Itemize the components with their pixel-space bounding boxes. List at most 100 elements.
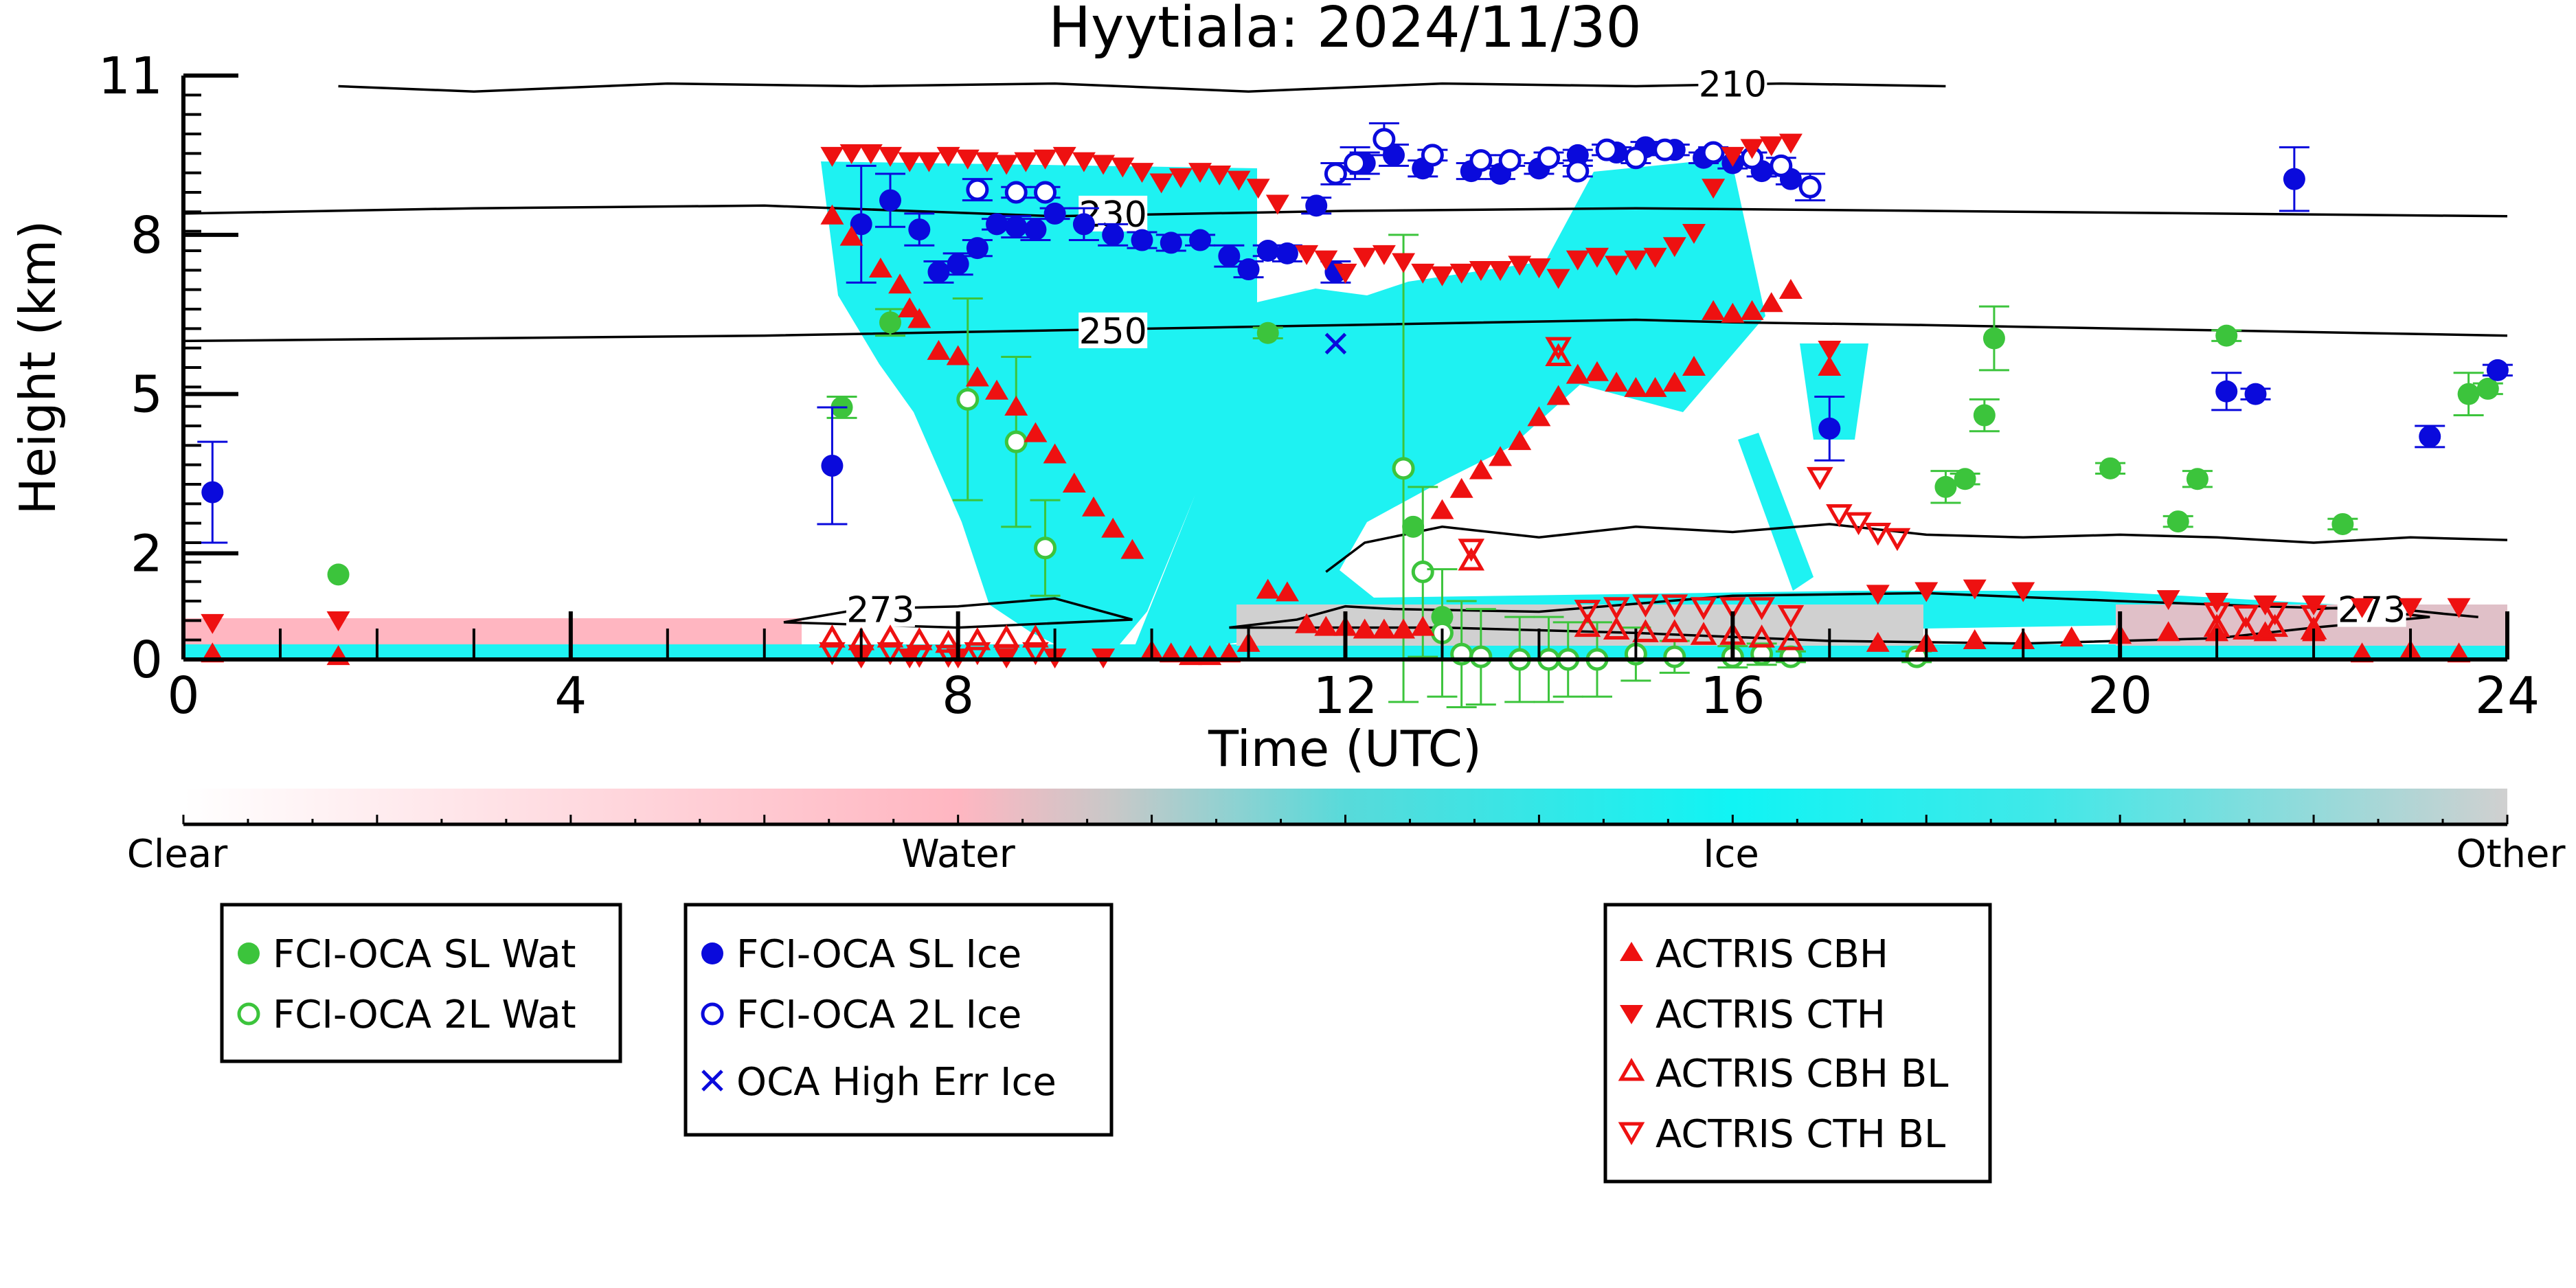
point-actris-cth: [878, 146, 902, 167]
point-actris-cbh: [927, 339, 951, 360]
point-actris-cth: [917, 152, 941, 172]
point-fci-oca-sl-ice: [1256, 240, 1279, 262]
point-actris-cbh: [1372, 618, 1396, 639]
point-fci-oca-sl-ice: [2486, 359, 2509, 381]
point-actris-cbh-bl: [1574, 613, 1601, 637]
point-actris-cbh: [907, 308, 931, 328]
point-actris-cth: [1411, 263, 1435, 284]
point-actris-cbh: [1004, 395, 1028, 416]
contour-label-bg: [1698, 65, 1767, 102]
point-actris-cth: [1052, 146, 1076, 167]
point-fci-oca-sl-wat: [1256, 321, 1279, 344]
point-fci-oca-sl-wat: [1954, 468, 1976, 490]
contour-label-bg: [846, 591, 915, 627]
point-oca-high-err-ice: [1324, 332, 1347, 354]
x-tick-label: 0: [167, 666, 199, 725]
point-actris-cth: [1585, 247, 1609, 268]
point-actris-cth: [2156, 590, 2180, 611]
point-actris-cbh: [2156, 621, 2180, 642]
point-actris-cth: [1392, 253, 1416, 273]
point-actris-cbh: [1062, 473, 1086, 493]
point-actris-cbh: [1566, 363, 1590, 384]
point-actris-cbh: [1740, 300, 1764, 320]
point-actris-cbh: [1759, 292, 1783, 313]
point-actris-cth-bl: [1748, 597, 1775, 620]
point-actris-cth-bl: [877, 642, 904, 666]
point-actris-cth: [1246, 179, 1270, 199]
point-fci-oca-2l-wat: [1034, 536, 1057, 560]
point-actris-cbh: [1585, 361, 1609, 381]
x-tick-label: 16: [1700, 666, 1765, 725]
x-tick-label: 4: [554, 666, 587, 725]
x-tick-label: 24: [2475, 666, 2540, 725]
legend-ice-box: [683, 903, 1114, 1137]
point-fci-oca-sl-wat: [1982, 327, 2005, 350]
point-fci-oca-sl-ice: [1818, 417, 1841, 440]
point-fci-oca-2l-ice: [966, 178, 989, 201]
point-fci-oca-sl-ice: [1566, 144, 1589, 166]
point-actris-cbh: [1256, 578, 1280, 599]
point-actris-cth: [1662, 237, 1686, 258]
point-fci-oca-sl-ice: [927, 260, 950, 283]
point-actris-cbh: [985, 379, 1009, 400]
point-fci-oca-sl-wat: [2167, 510, 2189, 533]
temperature-contour: [183, 204, 2508, 218]
point-actris-cbh-bl: [935, 629, 962, 653]
legend-marker-sl-wat: [238, 942, 260, 964]
point-actris-cth: [1866, 585, 1890, 605]
legend-label-sl-wat: FCI-OCA SL Wat: [273, 932, 576, 977]
point-actris-cth-bl: [1806, 466, 1833, 490]
point-fci-oca-sl-ice: [2215, 380, 2238, 403]
point-actris-cbh-bl: [993, 624, 1020, 648]
point-actris-cth: [1449, 263, 1473, 284]
point-actris-cth-bl: [1574, 600, 1601, 623]
point-actris-cbh: [1469, 459, 1493, 479]
point-actris-cbh: [1662, 372, 1686, 392]
point-actris-cth: [1566, 250, 1590, 271]
point-actris-cbh: [1101, 517, 1125, 538]
x-tick-label: 8: [942, 666, 974, 725]
series-layer: [197, 122, 2513, 709]
legend-label-cbh: ACTRIS CBH: [1656, 932, 1888, 977]
point-fci-oca-sl-wat: [2215, 324, 2238, 347]
y-tick-label: 2: [131, 524, 163, 583]
contour-label: 273: [2338, 590, 2406, 631]
point-actris-cth-bl: [2233, 605, 2259, 629]
colorbar: Clear Water Ice Other: [127, 789, 2566, 877]
point-fci-oca-sl-ice: [2419, 425, 2441, 448]
point-actris-cbh: [1082, 496, 1106, 517]
point-actris-cth: [995, 155, 1019, 175]
point-actris-cth: [1963, 579, 1987, 600]
point-fci-oca-2l-ice: [1324, 162, 1347, 185]
point-actris-cbh: [1546, 385, 1570, 405]
legend-marker-cbh: [1620, 942, 1643, 961]
point-fci-oca-sl-ice: [966, 237, 988, 260]
point-fci-oca-sl-ice: [986, 213, 1008, 236]
legend-label-2l-ice: FCI-OCA 2L Ice: [736, 993, 1021, 1037]
colorbar-label-water: Water: [901, 832, 1016, 877]
y-tick-label: 0: [131, 631, 163, 690]
legend-water: FCI-OCA SL Wat FCI-OCA 2L Wat: [220, 903, 622, 1063]
point-fci-oca-sl-ice: [1131, 229, 1153, 251]
point-actris-cbh-bl: [1777, 626, 1805, 651]
point-actris-cth: [859, 144, 883, 165]
point-actris-cth-bl: [964, 642, 991, 666]
point-actris-cth: [1265, 194, 1289, 215]
cloud-field: [183, 158, 2507, 659]
legend-water-box: [220, 903, 622, 1063]
temperature-contour: [1325, 523, 2508, 573]
legend-marker-high-err-ice: [701, 1070, 723, 1092]
point-fci-oca-sl-wat: [1934, 475, 1957, 498]
y-tick-label: 8: [131, 206, 163, 265]
point-actris-cth: [1227, 170, 1251, 191]
y-axis-label: Height (km): [9, 221, 67, 515]
point-actris-cbh: [1120, 539, 1144, 559]
point-actris-cth: [1778, 133, 1803, 154]
point-actris-cbh: [898, 297, 922, 317]
point-actris-cth: [1818, 340, 1842, 361]
point-fci-oca-2l-ice: [1770, 154, 1793, 177]
point-actris-cbh: [839, 225, 863, 246]
temperature-contour: [183, 318, 2508, 343]
point-actris-cbh: [1721, 302, 1745, 323]
